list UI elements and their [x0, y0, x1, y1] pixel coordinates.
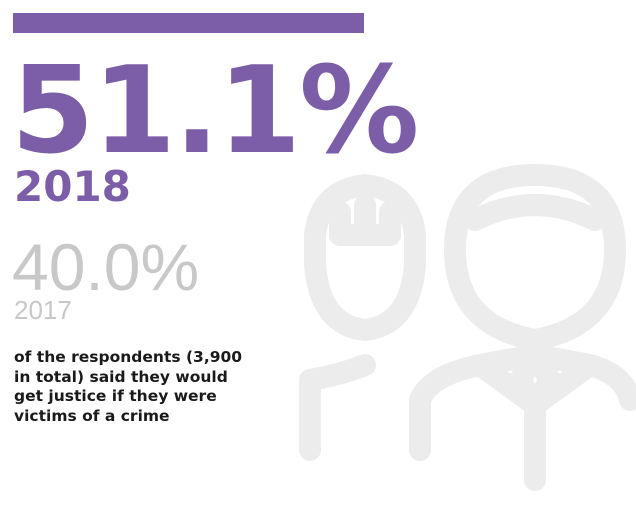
- headline-year: 2018: [14, 162, 131, 211]
- headline-percentage: 51.1%: [11, 42, 419, 181]
- accent-bar: [13, 13, 364, 33]
- previous-year: 2017: [14, 295, 72, 325]
- previous-percentage: 40.0%: [12, 230, 200, 304]
- people-icon: [299, 164, 636, 491]
- description-text: of the respondents (3,900 in total) said…: [14, 348, 243, 425]
